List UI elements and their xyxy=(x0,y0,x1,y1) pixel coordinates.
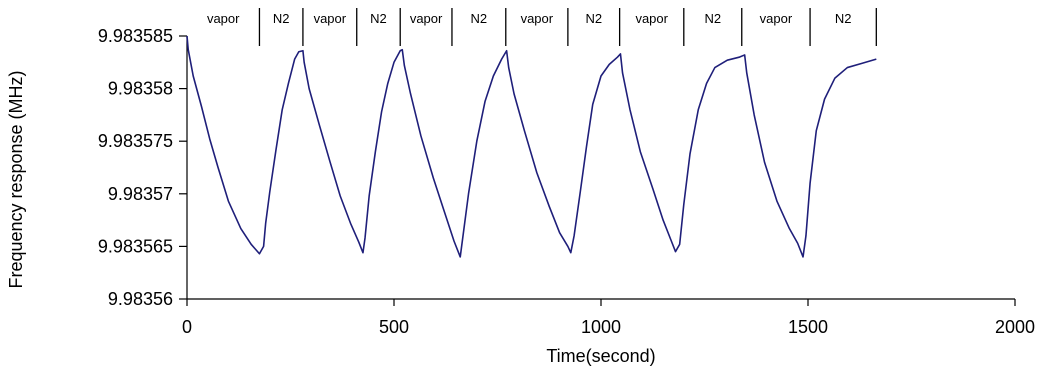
phase-label: N2 xyxy=(370,11,387,26)
y-tick-label: 9.983585 xyxy=(98,26,173,46)
phase-label: N2 xyxy=(704,11,721,26)
phase-label: N2 xyxy=(471,11,488,26)
y-tick-label: 9.98357 xyxy=(108,184,173,204)
phase-label: vapor xyxy=(314,11,347,26)
y-tick-label: 9.98358 xyxy=(108,79,173,99)
phase-label: N2 xyxy=(835,11,852,26)
x-tick-label: 2000 xyxy=(995,317,1035,337)
phase-label: vapor xyxy=(521,11,554,26)
plot-area xyxy=(186,35,877,258)
phase-label: N2 xyxy=(273,11,290,26)
y-tick-label: 9.983575 xyxy=(98,131,173,151)
phase-label: vapor xyxy=(635,11,668,26)
series-line-1 xyxy=(186,35,877,258)
axes: 9.98356 9.983565 9.98357 9.983575 9.98358 9.9… xyxy=(98,26,1035,337)
x-tick-label: 1000 xyxy=(581,317,621,337)
y-axis-title: Frequency response (MHz) xyxy=(6,70,26,288)
x-tick-label: 0 xyxy=(182,317,192,337)
phase-label: vapor xyxy=(207,11,240,26)
phase-label: vapor xyxy=(760,11,793,26)
phase-markers: vapor N2 vapor N2 vapor N2 vapor N2 vapor N2 vapor… xyxy=(207,8,877,46)
phase-label: N2 xyxy=(585,11,602,26)
x-tick-label: 500 xyxy=(379,317,409,337)
y-tick-label: 9.98356 xyxy=(108,289,173,309)
phase-label: vapor xyxy=(410,11,443,26)
x-tick-label: 1500 xyxy=(788,317,828,337)
y-tick-label: 9.983565 xyxy=(98,236,173,256)
x-axis-title: Time(second) xyxy=(546,346,655,366)
